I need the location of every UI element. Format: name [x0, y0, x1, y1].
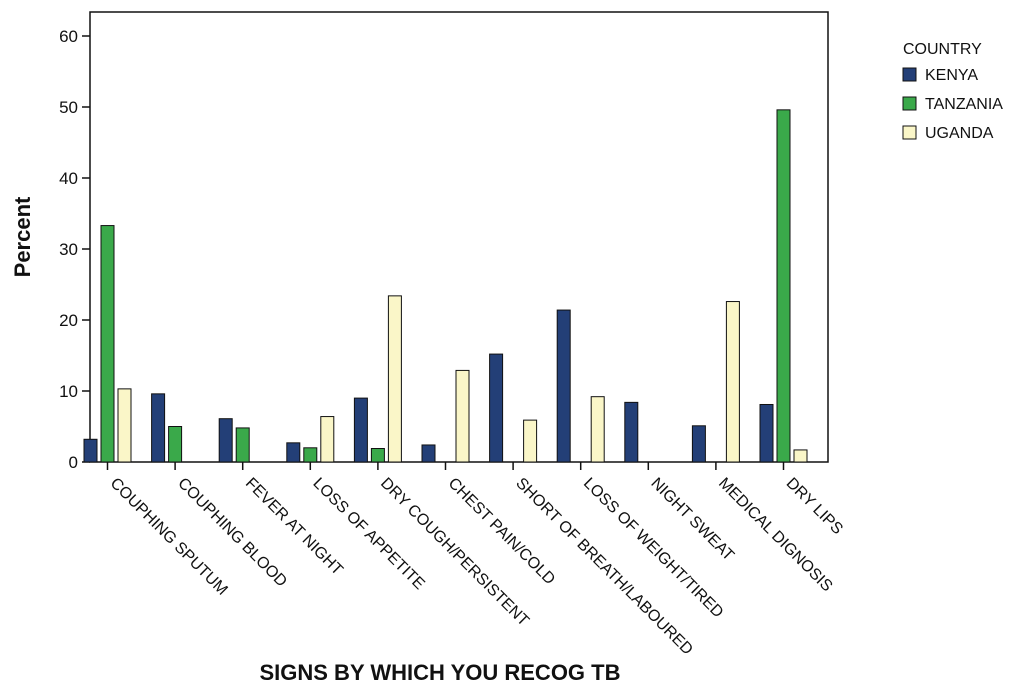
- bar-uganda-7: [590, 396, 605, 463]
- bar-kenya-7: [556, 309, 571, 463]
- y-tick-label: 50: [59, 98, 78, 117]
- x-tick-label: DRY LIPS: [783, 475, 846, 538]
- bar-uganda-6: [523, 419, 538, 463]
- y-tick-label: 0: [69, 453, 78, 472]
- bar-tanzania-10: [776, 109, 791, 463]
- legend: COUNTRY KENYA TANZANIA UGANDA: [902, 41, 1003, 142]
- legend-title: COUNTRY: [903, 41, 982, 58]
- bar-kenya-9: [691, 425, 706, 463]
- y-tick-label: 40: [59, 169, 78, 188]
- legend-label-uganda: UGANDA: [925, 125, 994, 142]
- y-axis: 0 10 20 30 40 50 60: [59, 27, 90, 472]
- bar-kenya-0: [83, 438, 98, 463]
- bar-tanzania-0: [100, 225, 115, 463]
- x-axis-title: SIGNS BY WHICH YOU RECOG TB: [259, 660, 620, 685]
- bar-kenya-10: [759, 403, 774, 463]
- legend-swatch-tanzania: [902, 96, 917, 111]
- x-tick-label: COUPHING SPUTUM: [107, 475, 231, 599]
- bar-uganda-10: [793, 449, 808, 463]
- bar-uganda-3: [320, 416, 335, 463]
- y-tick-label: 10: [59, 382, 78, 401]
- y-tick-label: 20: [59, 311, 78, 330]
- bar-kenya-4: [353, 397, 368, 463]
- bar-uganda-9: [725, 301, 740, 463]
- bar-kenya-3: [286, 442, 301, 463]
- x-tick-label: COUPHING BLOOD: [174, 475, 290, 591]
- legend-swatch-kenya: [902, 67, 917, 82]
- legend-swatch-uganda: [902, 125, 917, 140]
- legend-label-kenya: KENYA: [925, 67, 978, 84]
- bar-tanzania-4: [370, 448, 385, 463]
- x-tick-label: LOSS OF WEIGHT/TIRED: [580, 475, 727, 622]
- y-tick-label: 60: [59, 27, 78, 46]
- y-tick-label: 30: [59, 240, 78, 259]
- x-tick-label: LOSS OF APPETITE: [309, 475, 427, 593]
- bar-kenya-2: [218, 418, 233, 463]
- legend-label-tanzania: TANZANIA: [925, 96, 1003, 113]
- bar-tanzania-2: [235, 427, 250, 463]
- bar-tanzania-1: [168, 426, 183, 463]
- bar-kenya-1: [151, 393, 166, 463]
- bar-tanzania-3: [303, 447, 318, 463]
- bar-kenya-6: [489, 353, 504, 463]
- x-tick-label: MEDICAL DIGNOSIS: [715, 475, 835, 595]
- bar-kenya-5: [421, 444, 436, 463]
- bar-uganda-4: [387, 295, 402, 463]
- bars-group: [83, 109, 808, 463]
- y-axis-title: Percent: [10, 196, 35, 277]
- bar-kenya-8: [624, 401, 639, 463]
- bar-uganda-5: [455, 369, 470, 463]
- bar-uganda-0: [117, 388, 132, 463]
